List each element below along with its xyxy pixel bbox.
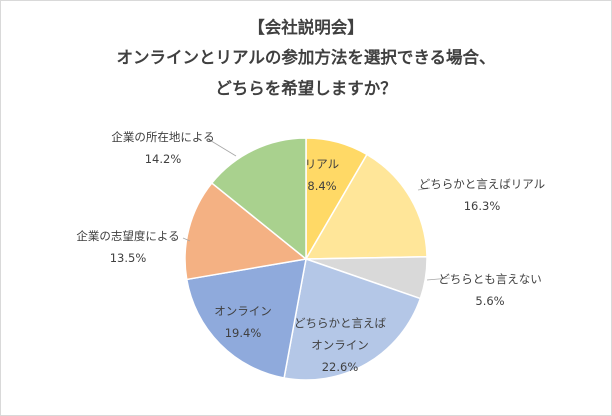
slice-category-label-4-line-2: オンライン (311, 338, 369, 352)
slice-category-label-7: 企業の所在地による (111, 130, 214, 144)
chart-title-line-2: オンラインとリアルの参加方法を選択できる場合、 (116, 48, 496, 67)
pie-slice-4 (283, 258, 422, 381)
slice-category-label-2: どちらかと言えばリアル (419, 177, 545, 191)
leader-line-7 (207, 138, 237, 157)
slice-category-label-6: 企業の志望度による (76, 229, 179, 243)
slice-category-label-3: どちらとも言えない (438, 272, 542, 286)
chart-title-line-3: どちらを希望しますか？ (215, 79, 397, 98)
pie-slice-7 (210, 137, 307, 261)
slice-value-label-7: 14.2% (145, 152, 182, 166)
pie-slice-6 (184, 181, 308, 281)
slice-category-label-1: リアル (305, 157, 339, 171)
pie-slices (184, 137, 428, 381)
leader-lines (182, 138, 451, 281)
slice-value-label-3: 5.6% (475, 294, 504, 308)
slice-value-label-4: 22.6% (322, 360, 359, 374)
slice-category-label-4-line-1: どちらかと言えば (294, 316, 386, 330)
slice-value-label-1: 8.4% (307, 179, 336, 193)
slice-value-label-2: 16.3% (464, 199, 501, 213)
leader-line-6 (182, 237, 191, 242)
pie-slice-5 (185, 258, 307, 379)
leader-line-2 (417, 187, 431, 191)
slice-value-label-6: 13.5% (110, 251, 147, 265)
leader-line-3 (426, 277, 451, 281)
pie-slice-2 (304, 153, 428, 260)
data-labels: リアル 8.4% どちらかと言えばリアル 16.3% どちらとも言えない 5.6% どちらか… (76, 130, 545, 374)
chart-title-line-1: 【会社説明会】 (248, 18, 364, 37)
slice-category-label-5: オンライン (214, 304, 272, 318)
slice-value-label-5: 19.4% (225, 326, 262, 340)
